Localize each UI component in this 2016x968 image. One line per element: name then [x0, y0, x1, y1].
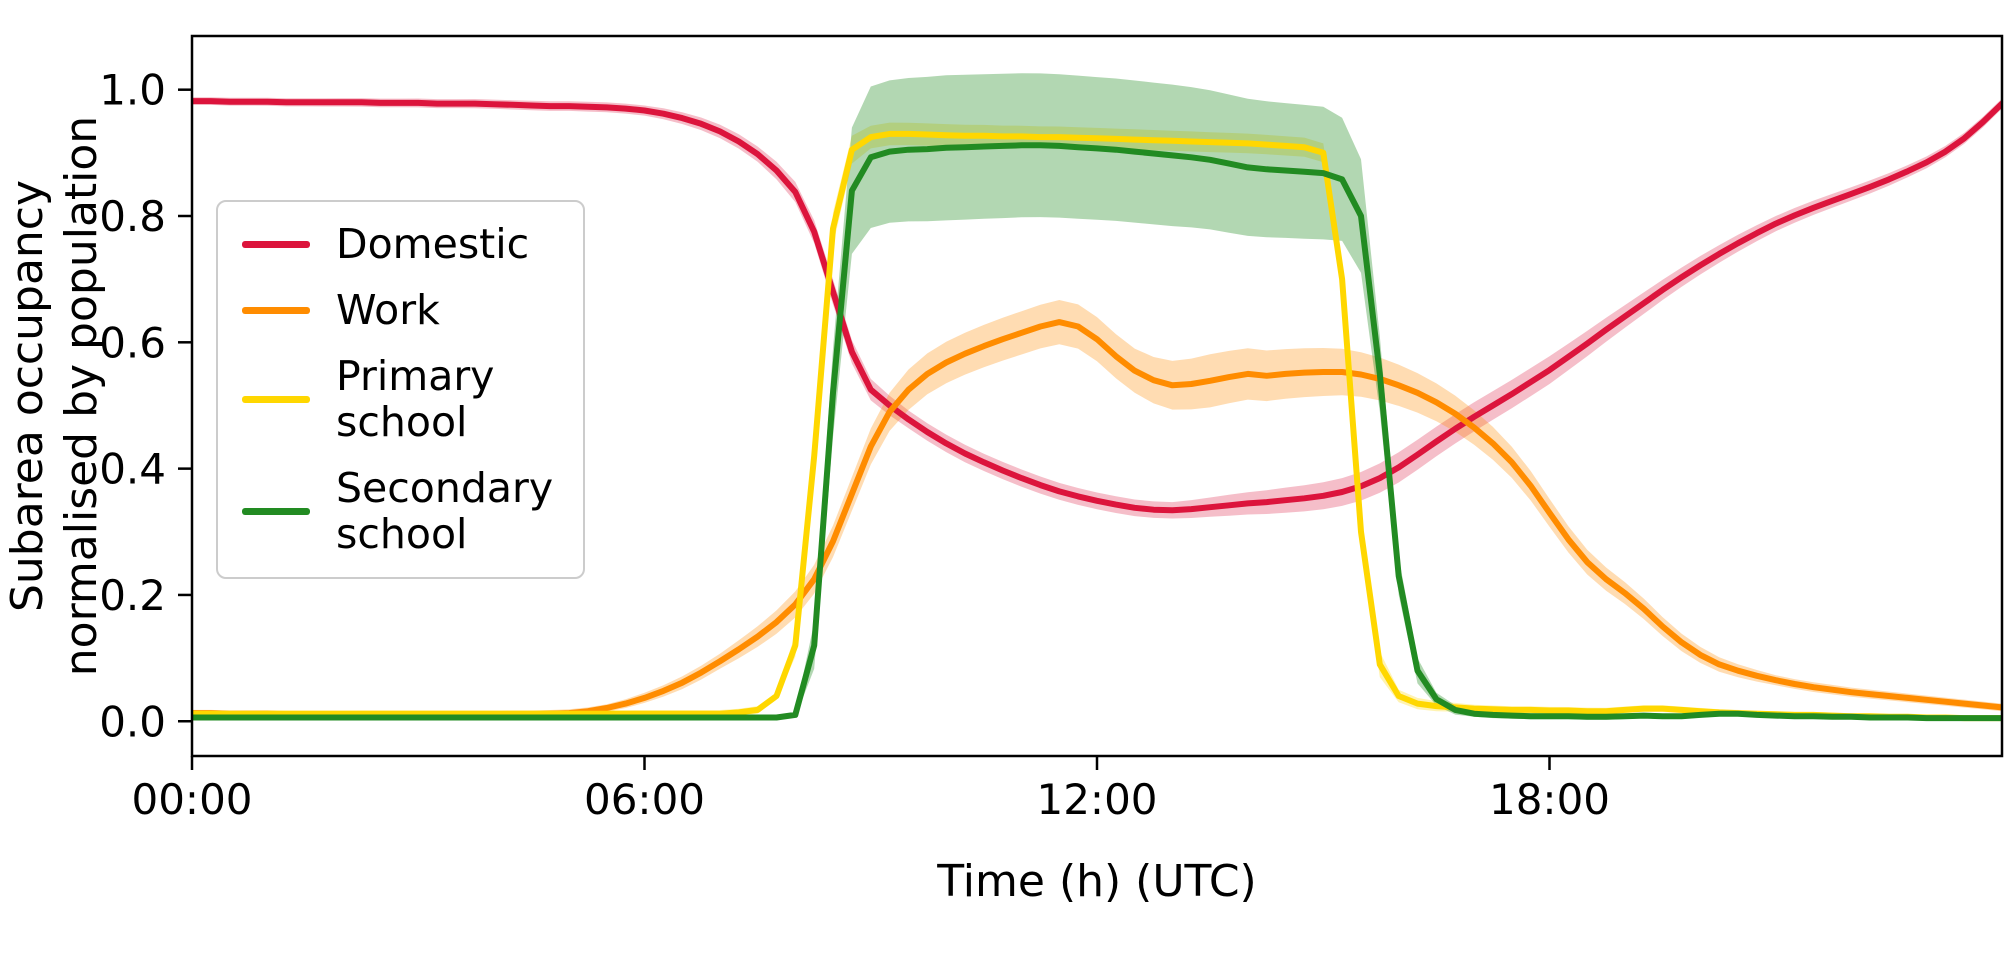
series-line-secondary-school	[192, 142, 2002, 722]
x-tick-label: 18:00	[1489, 775, 1610, 824]
y-tick-label: 0.0	[99, 697, 166, 746]
y-axis-label-line2: normalised by population	[56, 116, 107, 676]
legend-entry-domestic: Domestic	[242, 220, 553, 268]
legend: Domestic Work Primary school Secondary school	[216, 200, 586, 580]
plot-area	[192, 73, 2002, 722]
legend-swatch-work	[242, 307, 310, 315]
series-line-domestic	[192, 98, 2002, 514]
series-band-secondary-school	[192, 73, 2002, 721]
legend-entry-work: Work	[242, 285, 553, 334]
legend-swatch-primary-school	[242, 396, 310, 404]
legend-entry-secondary-school: Secondary school	[242, 463, 554, 558]
x-tick-label: 06:00	[584, 775, 705, 824]
y-tick-label: 1.0	[99, 66, 166, 115]
y-axis-label-line1: Subarea occupancy	[2, 180, 53, 612]
legend-label-secondary-school: Secondary school	[336, 463, 554, 558]
legend-label-domestic: Domestic	[336, 220, 530, 268]
legend-label-work: Work	[336, 285, 440, 334]
y-tick-label: 0.6	[99, 318, 166, 367]
legend-label-primary-school: Primary school	[336, 351, 495, 446]
x-tick-label: 00:00	[131, 775, 252, 824]
series-line-primary-school	[192, 130, 2002, 722]
y-tick-label: 0.4	[99, 445, 166, 494]
x-tick-label: 12:00	[1036, 775, 1157, 824]
legend-swatch-secondary-school	[242, 508, 310, 516]
legend-entry-primary-school: Primary school	[242, 351, 553, 446]
y-tick-label: 0.8	[99, 192, 166, 241]
y-tick-label: 0.2	[99, 571, 166, 620]
x-axis-label: Time (h) (UTC)	[937, 856, 1257, 907]
legend-swatch-domestic	[242, 241, 310, 249]
